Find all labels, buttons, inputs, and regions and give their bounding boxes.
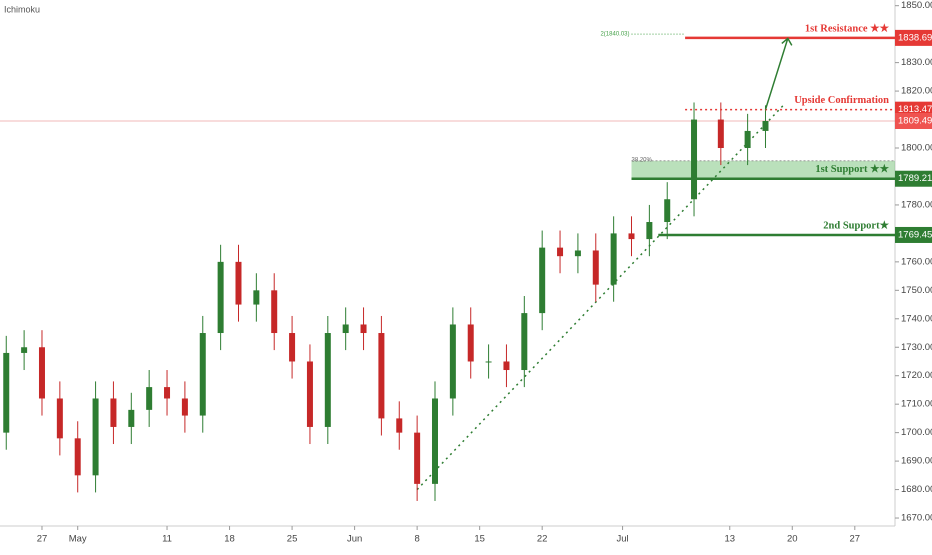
y-tick-label: 1780.00 [901,199,932,210]
candle-body [74,438,81,476]
candle-body [467,324,474,362]
candle-body [271,290,278,334]
candle-body [3,352,10,433]
x-tick-label: Jul [616,534,628,545]
x-tick-label: 22 [537,534,548,545]
price-tag-label: 1789.21 [898,173,932,184]
candle-body [324,333,331,427]
level-name: 1st Support ★★ [815,163,889,175]
price-tag-label: 1838.69 [898,32,932,43]
y-tick-label: 1710.00 [901,399,932,410]
candle-body [217,261,224,334]
y-tick-label: 1670.00 [901,513,932,524]
trendline [416,104,784,491]
price-tag [895,170,932,187]
candle-body [610,233,617,285]
x-tick-label: May [69,534,87,545]
x-tick-label: Jun [347,534,362,545]
y-tick-label: 1730.00 [901,342,932,353]
fib-label: 38.20% [632,157,653,163]
candle-body [146,387,153,410]
y-tick-label: 1690.00 [901,456,932,467]
candle-body [110,398,117,427]
candle-body [414,432,421,484]
candle-body [574,250,581,257]
candle-body [235,261,242,305]
chart-title: Ichimoku [4,4,40,14]
candle-body [38,347,45,399]
candle-body [92,398,99,476]
y-tick-label: 1820.00 [901,86,932,97]
candle-body [289,333,296,362]
candle-body [485,361,492,363]
candle-body [691,119,698,200]
candle-body [557,247,564,257]
y-tick-label: 1800.00 [901,143,932,154]
y-tick-label: 1680.00 [901,484,932,495]
x-tick-label: 13 [724,534,735,545]
y-tick-label: 1850.00 [901,0,932,11]
level-name: 2nd Support★ [823,219,889,231]
x-tick-label: 20 [787,534,798,545]
candle-body [762,120,769,131]
candle-body [744,130,751,149]
arrow [764,37,793,110]
y-tick-label: 1720.00 [901,370,932,381]
candle-body [431,398,438,484]
level-name: 1st Resistance ★★ [805,22,890,34]
y-tick-label: 1830.00 [901,57,932,68]
candle-body [181,398,188,416]
candle-body [449,324,456,399]
x-tick-label: 8 [414,534,419,545]
support-zone [631,160,895,179]
candle-body [342,324,349,334]
fib-target-label: 2(1840.03) [600,32,629,38]
y-tick-label: 1760.00 [901,256,932,267]
candle-body [646,222,653,240]
candle-body [628,233,635,240]
price-tag [895,29,932,46]
candle-body [717,119,724,149]
candle-body [360,324,367,334]
x-tick-label: 18 [224,534,235,545]
price-tag-label: 1769.45 [898,229,932,240]
candle-body [521,313,528,371]
candle-body [396,418,403,433]
x-tick-label: 25 [287,534,298,545]
candle-body [253,290,260,305]
candle-body [539,247,546,314]
y-tick-label: 1740.00 [901,313,932,324]
y-tick-label: 1700.00 [901,427,932,438]
price-tag-label: 1813.47 [898,104,932,115]
x-tick-label: 27 [37,534,48,545]
candle-body [199,333,206,416]
y-tick-label: 1750.00 [901,285,932,296]
level-name: Upside Confirmation [794,95,889,106]
candle-body [56,398,63,439]
candle-body [21,347,28,353]
candle-body [503,361,510,371]
price-tag [895,226,932,243]
candle-body [378,333,385,419]
candle-body [306,361,313,427]
x-tick-label: 15 [474,534,485,545]
candle-body [664,199,671,223]
candle-body [164,387,171,399]
candle-body [128,409,135,427]
x-tick-label: 27 [850,534,861,545]
x-tick-label: 11 [162,534,172,545]
price-tag [895,112,932,129]
candle-body [592,250,599,285]
current-price-tag: 1809.49 [898,116,932,127]
